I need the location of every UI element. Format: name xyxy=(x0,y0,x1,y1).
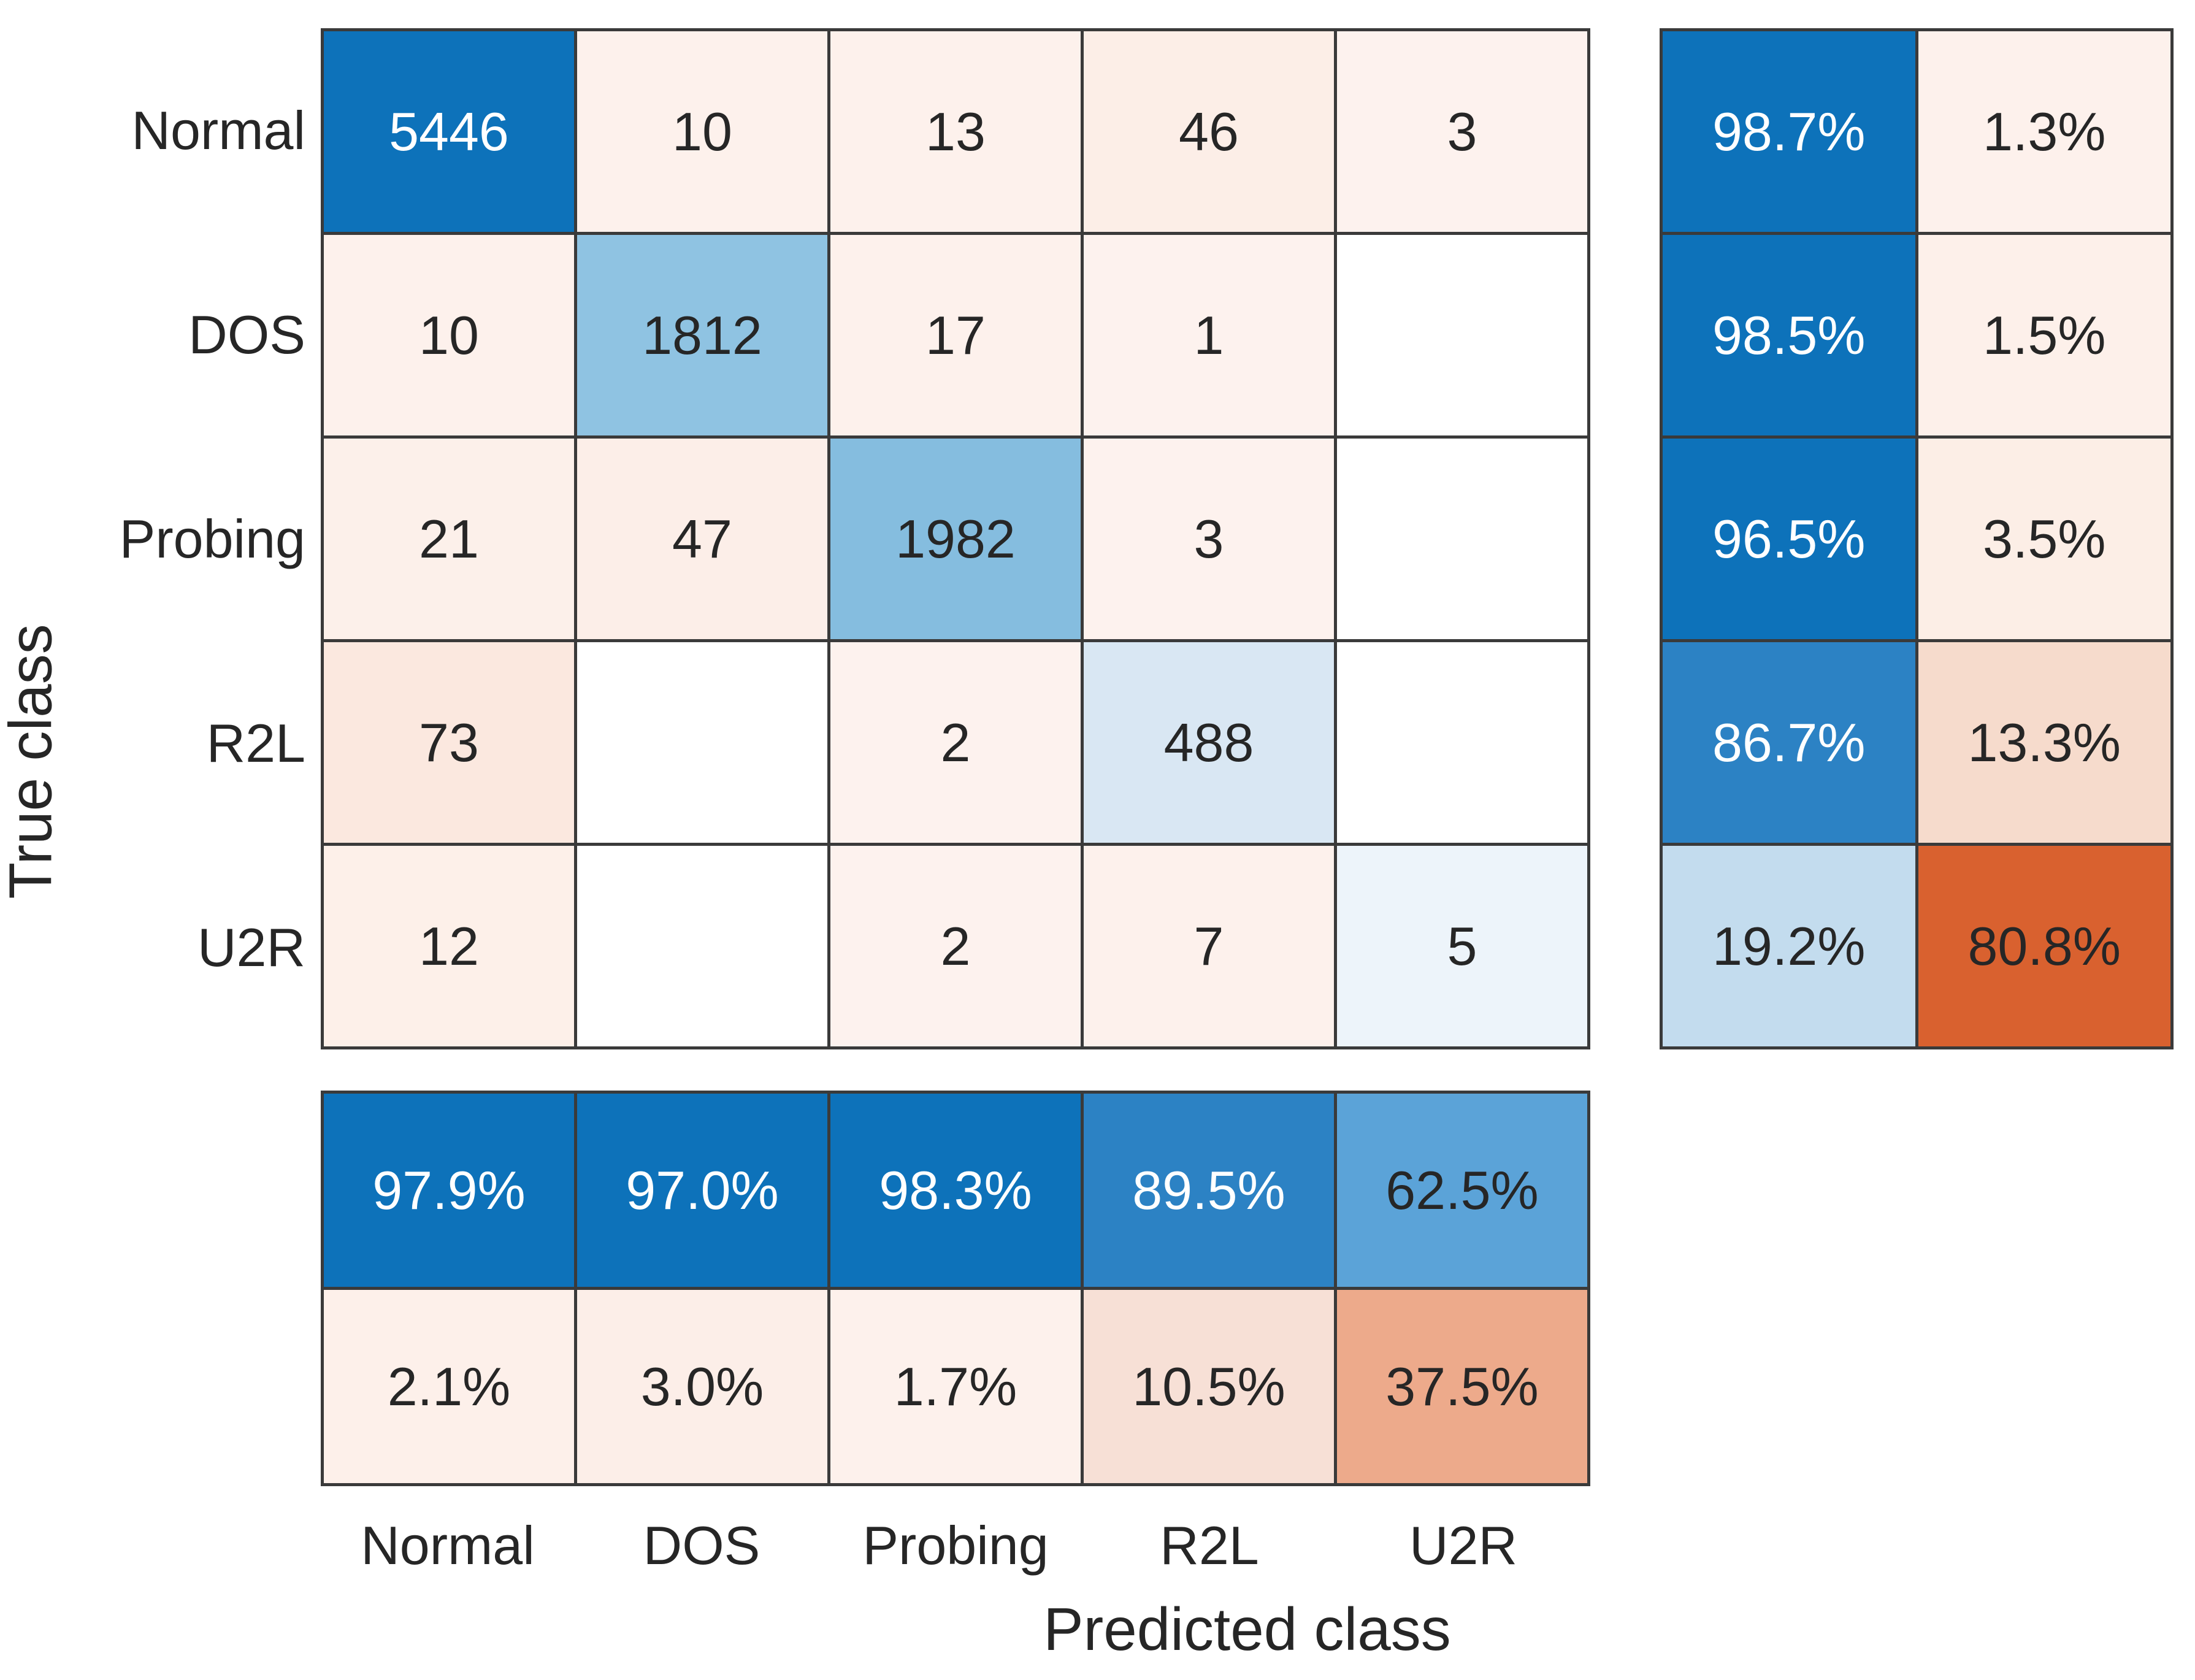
row-summary-cell: 80.8% xyxy=(1918,846,2170,1046)
matrix-cell: 47 xyxy=(577,439,827,639)
row-summary-cell: 3.5% xyxy=(1918,439,2170,639)
row-summary-grid: 98.7% 1.3% 98.5% 1.5% 96.5% 3.5% 86.7% 13.3% 19.… xyxy=(1660,28,2174,1049)
matrix-cell: 1982 xyxy=(830,439,1081,639)
matrix-cell: 1812 xyxy=(577,235,827,435)
y-tick-label: U2R xyxy=(197,916,305,978)
column-summary-grid: 97.9% 97.0% 98.3% 89.5% 62.5% 2.1% 3.0% 1.7% 10.… xyxy=(321,1091,1590,1486)
y-tick-label: DOS xyxy=(188,304,305,365)
row-summary-cell: 96.5% xyxy=(1663,439,1915,639)
row-summary-cell: 86.7% xyxy=(1663,642,1915,843)
x-axis-title: Predicted class xyxy=(1043,1595,1451,1663)
matrix-cell: 21 xyxy=(324,439,574,639)
x-tick-label: DOS xyxy=(643,1515,760,1576)
matrix-cell xyxy=(577,642,827,843)
y-tick-label: Probing xyxy=(119,508,305,569)
column-summary-cell: 98.3% xyxy=(830,1094,1081,1287)
matrix-cell: 10 xyxy=(577,31,827,232)
matrix-cell: 5446 xyxy=(324,31,574,232)
row-summary-cell: 98.7% xyxy=(1663,31,1915,232)
column-summary-cell: 97.9% xyxy=(324,1094,574,1287)
x-tick-labels: Normal DOS Probing R2L U2R xyxy=(321,1509,1590,1582)
x-tick-label: Normal xyxy=(361,1515,535,1576)
column-summary-cell: 97.0% xyxy=(577,1094,827,1287)
matrix-cell: 2 xyxy=(830,642,1081,843)
x-tick-label: U2R xyxy=(1409,1515,1518,1576)
column-summary-cell: 10.5% xyxy=(1084,1290,1334,1483)
matrix-cell: 46 xyxy=(1084,31,1334,232)
matrix-cell: 17 xyxy=(830,235,1081,435)
matrix-cell: 73 xyxy=(324,642,574,843)
matrix-cell: 488 xyxy=(1084,642,1334,843)
x-tick-label: R2L xyxy=(1160,1515,1259,1576)
y-tick-label: Normal xyxy=(131,99,305,161)
matrix-cell: 3 xyxy=(1337,31,1587,232)
column-summary-cell: 89.5% xyxy=(1084,1094,1334,1287)
row-summary-cell: 1.5% xyxy=(1918,235,2170,435)
matrix-cell: 13 xyxy=(830,31,1081,232)
matrix-cell: 7 xyxy=(1084,846,1334,1046)
matrix-cell: 1 xyxy=(1084,235,1334,435)
y-tick-labels: Normal DOS Probing R2L U2R xyxy=(0,28,305,1049)
row-summary-cell: 19.2% xyxy=(1663,846,1915,1046)
matrix-cell xyxy=(1337,235,1587,435)
confusion-matrix-grid: 5446 10 13 46 3 10 1812 17 1 21 47 1982 3 73 2 488 12 2 7 5 xyxy=(321,28,1590,1049)
x-tick-label: Probing xyxy=(862,1515,1049,1576)
column-summary-cell: 2.1% xyxy=(324,1290,574,1483)
matrix-cell: 3 xyxy=(1084,439,1334,639)
matrix-cell: 2 xyxy=(830,846,1081,1046)
matrix-cell: 12 xyxy=(324,846,574,1046)
matrix-cell: 10 xyxy=(324,235,574,435)
matrix-cell xyxy=(1337,642,1587,843)
column-summary-cell: 62.5% xyxy=(1337,1094,1587,1287)
column-summary-cell: 1.7% xyxy=(830,1290,1081,1483)
matrix-cell xyxy=(1337,439,1587,639)
row-summary-cell: 13.3% xyxy=(1918,642,2170,843)
matrix-cell: 5 xyxy=(1337,846,1587,1046)
y-tick-label: R2L xyxy=(206,712,305,773)
row-summary-cell: 98.5% xyxy=(1663,235,1915,435)
matrix-cell xyxy=(577,846,827,1046)
column-summary-cell: 37.5% xyxy=(1337,1290,1587,1483)
column-summary-cell: 3.0% xyxy=(577,1290,827,1483)
row-summary-cell: 1.3% xyxy=(1918,31,2170,232)
